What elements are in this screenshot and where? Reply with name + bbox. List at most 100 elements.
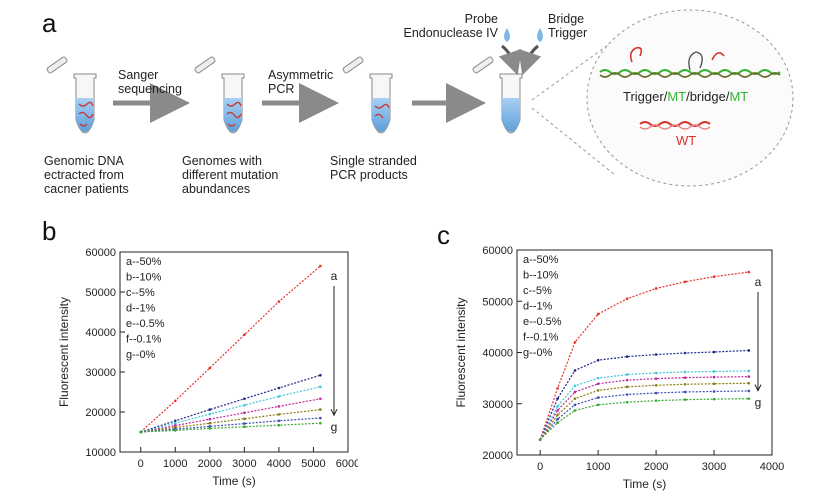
data-point-f xyxy=(208,425,212,428)
data-point-e xyxy=(277,413,281,416)
data-point-c xyxy=(277,395,281,398)
data-point-a xyxy=(654,287,658,290)
wt-strand xyxy=(639,121,711,130)
chart-b: 10000 20000 30000 40000 50000 60000 0 1000 2000 3… xyxy=(58,247,358,488)
data-point-f xyxy=(319,416,322,420)
data-point-c xyxy=(747,369,751,373)
series-line-b xyxy=(539,349,749,440)
data-point-c xyxy=(319,385,322,389)
data-point-a xyxy=(243,333,246,337)
data-point-b xyxy=(747,349,751,352)
data-point-g xyxy=(139,430,143,434)
data-point-b xyxy=(243,397,246,401)
series-line-f xyxy=(539,390,749,441)
data-point-a xyxy=(596,312,600,316)
data-point-a xyxy=(208,366,212,370)
data-point-g xyxy=(556,421,559,425)
data-point-f xyxy=(683,390,687,394)
tube-2 xyxy=(194,56,245,134)
data-point-c xyxy=(625,373,629,376)
x-tick-label: 0 xyxy=(537,461,543,473)
y-tick-label: 40000 xyxy=(85,327,116,339)
tube-3 xyxy=(342,56,393,134)
data-point-g xyxy=(683,398,687,401)
series-line-g xyxy=(140,422,321,433)
y-axis-label: Fluorescent intensity xyxy=(58,297,71,407)
legend-entry: g--0% xyxy=(126,349,156,361)
data-point-f xyxy=(243,422,246,425)
data-point-g xyxy=(319,421,322,425)
legend-entry: e--0.5% xyxy=(126,318,165,330)
data-point-g xyxy=(712,397,716,401)
data-point-a xyxy=(173,399,177,403)
x-tick-label: 2000 xyxy=(644,461,668,473)
legend-entry: f--0.1% xyxy=(126,334,162,346)
panel-b-letter: b xyxy=(42,216,57,246)
x-axis-label: Time (s) xyxy=(212,474,256,488)
data-point-f xyxy=(556,417,559,421)
data-point-c xyxy=(173,421,177,425)
x-tick-label: 5000 xyxy=(301,458,325,470)
data-point-g xyxy=(243,425,246,429)
plot-frame xyxy=(119,251,349,453)
x-tick-label: 4000 xyxy=(267,458,291,470)
data-point-c xyxy=(556,405,559,408)
data-point-g xyxy=(596,403,600,407)
x-tick-label: 0 xyxy=(138,458,144,470)
arrow-label-bottom: g xyxy=(331,420,338,434)
data-point-a xyxy=(573,340,577,344)
data-point-d xyxy=(277,405,281,408)
reagents-right-label: Bridge Trigger xyxy=(548,12,588,40)
series-line-f xyxy=(140,417,321,433)
tube-4 xyxy=(472,56,523,134)
data-point-e xyxy=(596,389,600,392)
series-line-d xyxy=(539,375,749,440)
data-point-b xyxy=(208,408,212,411)
legend-entry: c--5% xyxy=(126,287,155,299)
data-point-c xyxy=(654,371,658,375)
data-point-c xyxy=(683,370,687,374)
data-point-e xyxy=(319,408,322,411)
mt-complex-strand xyxy=(599,46,781,78)
y-tick-label: 60000 xyxy=(85,247,116,259)
data-point-b xyxy=(625,355,629,358)
data-point-b xyxy=(596,358,600,362)
data-point-d xyxy=(173,424,177,427)
data-point-e xyxy=(208,421,212,425)
legend-entry: d--1% xyxy=(126,303,156,315)
data-point-g xyxy=(625,400,629,404)
x-tick-label: 6000 xyxy=(336,458,358,470)
x-tick-label: 2000 xyxy=(198,458,222,470)
series-line-c xyxy=(539,370,749,440)
complex-label: Trigger/MT/bridge/MT xyxy=(623,89,749,104)
data-point-d xyxy=(319,397,322,401)
data-point-g xyxy=(747,397,751,400)
curved-arrow-left xyxy=(498,44,522,76)
data-point-a xyxy=(712,275,716,278)
order-arrowhead xyxy=(330,408,338,417)
data-point-f xyxy=(277,419,281,423)
series-line-b xyxy=(140,374,321,433)
legend-entry: e--0.5% xyxy=(523,316,562,328)
x-tick-label: 3000 xyxy=(702,461,726,473)
arrow-label-top: a xyxy=(755,275,762,289)
data-point-b xyxy=(654,353,658,356)
wt-label: WT xyxy=(676,133,697,148)
data-point-g xyxy=(573,409,577,412)
data-point-f xyxy=(596,396,600,399)
workflow-scheme xyxy=(46,9,794,187)
data-point-d xyxy=(654,377,658,380)
legend-entry: a--50% xyxy=(523,254,559,266)
data-point-d xyxy=(683,376,687,379)
data-point-b xyxy=(712,350,716,354)
step1-caption: Genomic DNA ectracted from cacner patients xyxy=(44,154,129,196)
data-point-d xyxy=(556,409,559,412)
data-point-f xyxy=(625,393,629,396)
data-point-d xyxy=(596,382,600,386)
x-tick-label: 1000 xyxy=(586,461,610,473)
data-point-e xyxy=(654,384,658,387)
data-point-b xyxy=(319,373,322,377)
data-point-b xyxy=(683,351,687,355)
panel-c-letter: c xyxy=(437,220,450,250)
data-point-e xyxy=(683,382,687,386)
